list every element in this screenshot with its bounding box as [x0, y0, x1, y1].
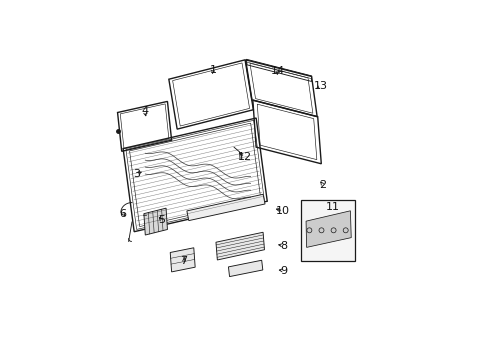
Text: 13: 13 [314, 81, 327, 91]
Text: 11: 11 [325, 202, 339, 212]
Text: 10: 10 [276, 206, 290, 216]
Polygon shape [305, 211, 350, 247]
Polygon shape [228, 260, 262, 276]
Polygon shape [143, 208, 167, 235]
Text: 3: 3 [133, 169, 140, 179]
Text: 7: 7 [180, 256, 187, 266]
Polygon shape [186, 194, 264, 221]
Text: 4: 4 [141, 106, 148, 116]
Polygon shape [170, 248, 195, 272]
Text: 2: 2 [319, 180, 325, 190]
Text: 5: 5 [158, 215, 164, 225]
Text: 1: 1 [209, 64, 216, 75]
Text: 6: 6 [120, 209, 126, 219]
Text: 8: 8 [279, 240, 286, 251]
Text: 9: 9 [279, 266, 286, 275]
Text: 12: 12 [238, 152, 252, 162]
Text: 14: 14 [271, 66, 285, 76]
Polygon shape [216, 232, 264, 260]
FancyBboxPatch shape [300, 200, 354, 261]
